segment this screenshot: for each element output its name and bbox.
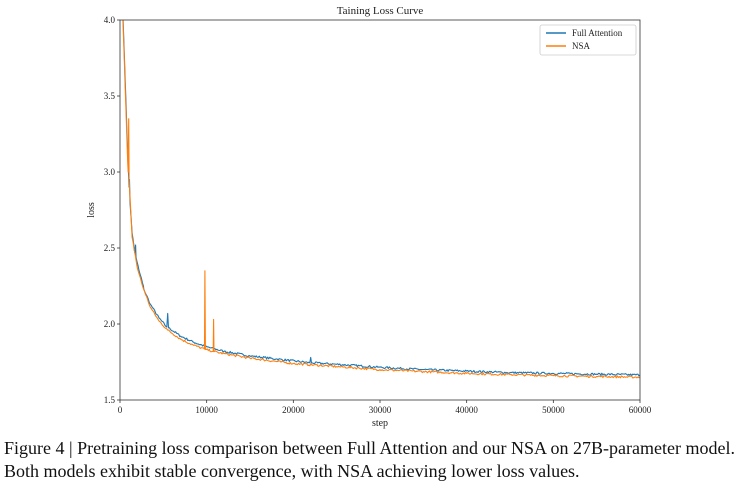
x-tick-label: 0 [118,405,123,415]
chart-title: Taining Loss Curve [337,5,424,17]
series-line-full-attention [122,20,640,377]
legend: Full Attention NSA [539,24,637,56]
y-tick-label: 4.0 [104,15,116,25]
loss-chart: Taining Loss Curve 0 10000 20000 30000 40000… [86,5,652,429]
y-tick-label: 3.5 [104,91,116,101]
x-tick-label: 20000 [282,405,305,415]
x-tick-label: 50000 [542,405,565,415]
legend-label-nsa: NSA [572,41,591,51]
y-tick-label: 3.0 [104,167,116,177]
y-tick-label: 2.0 [104,319,116,329]
series-layer [122,20,640,379]
y-axis: 1.5 2.0 2.5 3.0 3.5 4.0 [104,15,120,405]
x-tick-label: 60000 [629,405,652,415]
x-tick-label: 40000 [455,405,478,415]
x-axis-label: step [372,418,388,429]
legend-label-full-attention: Full Attention [572,28,623,38]
series-line-nsa [122,20,640,379]
y-axis-label: loss [86,202,97,218]
figure-caption: Figure 4 | Pretraining loss comparison b… [4,438,735,481]
x-axis: 0 10000 20000 30000 40000 50000 60000 [118,400,652,415]
x-tick-label: 10000 [195,405,218,415]
y-tick-label: 1.5 [104,395,116,405]
plot-frame [119,19,641,401]
y-tick-label: 2.5 [104,243,116,253]
x-tick-label: 30000 [369,405,392,415]
